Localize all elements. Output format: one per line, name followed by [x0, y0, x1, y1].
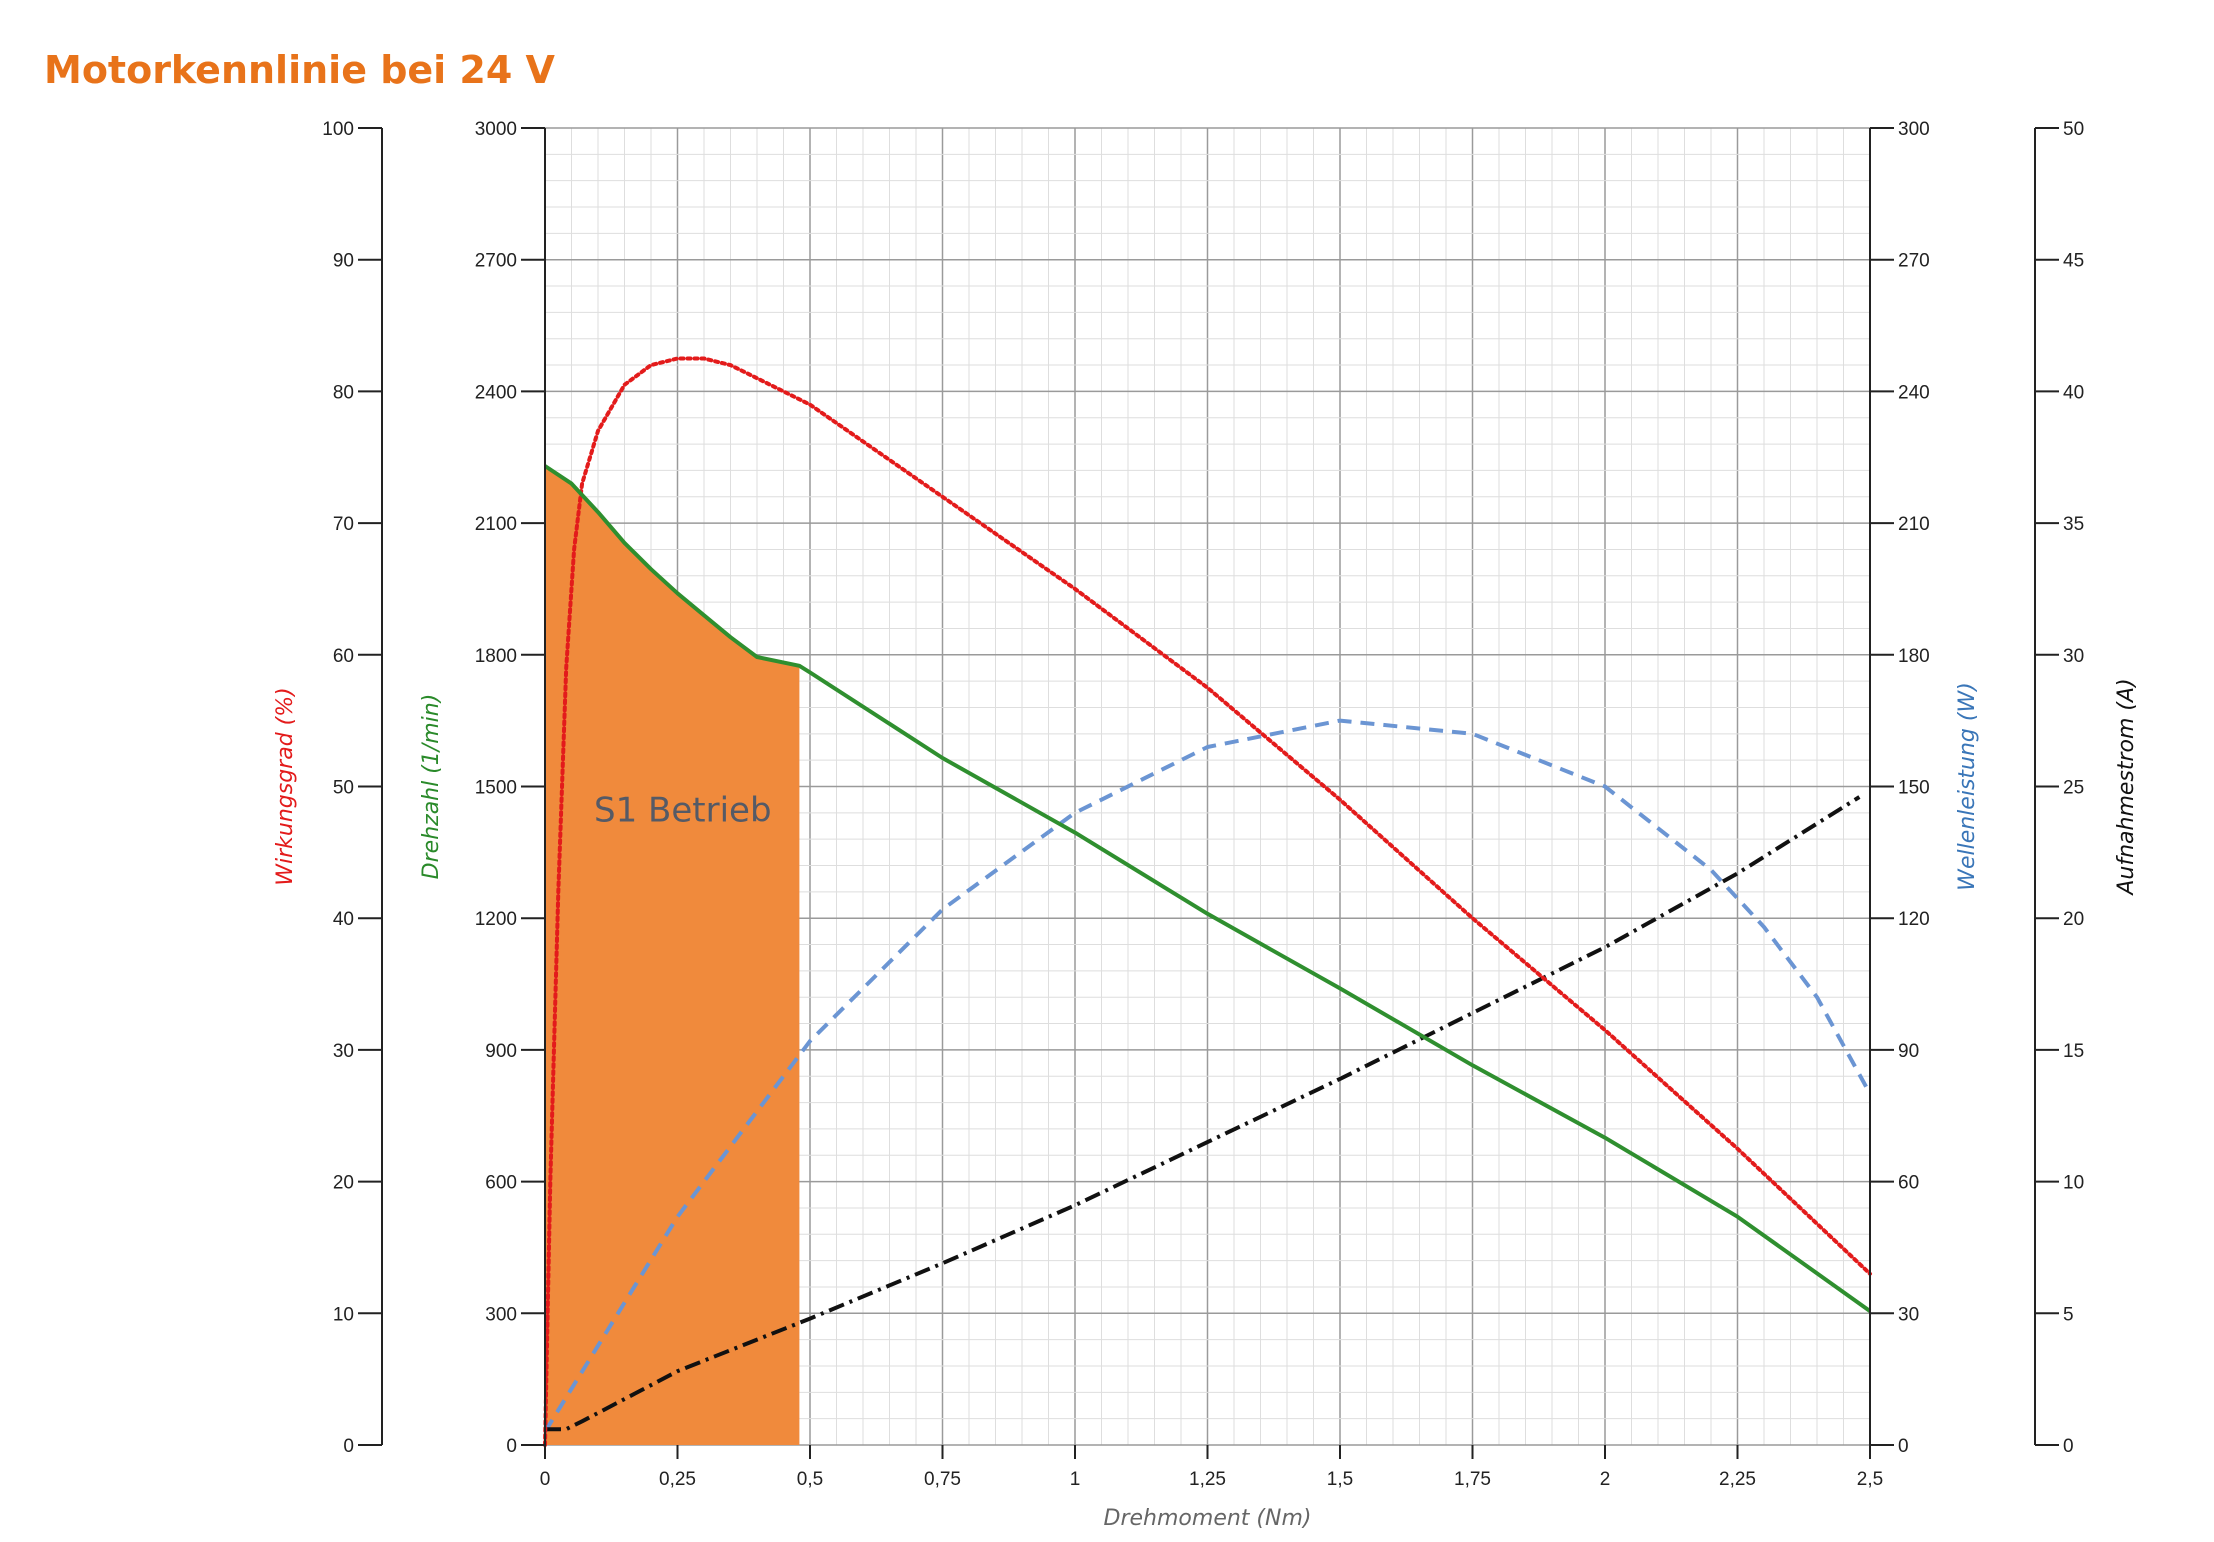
current-tick-label: 10 [2063, 1173, 2084, 1194]
power-tick-label: 150 [1898, 778, 1930, 799]
current-axis-title: Aufnahmestrom (A) [2114, 678, 2139, 896]
rpm-tick-label: 2700 [475, 251, 517, 272]
x-tick-label: 2,5 [1857, 1469, 1883, 1490]
series-aufnahmestrom-line [545, 795, 1861, 1432]
power-tick-label: 270 [1898, 251, 1930, 272]
rpm-tick-label: 3000 [475, 119, 517, 140]
x-tick-label: 2 [1600, 1469, 1611, 1490]
current-tick-label: 0 [2063, 1436, 2074, 1457]
series-drehzahl-line [543, 464, 1872, 1313]
eff-tick-label: 0 [343, 1436, 354, 1457]
rpm-tick-label: 1500 [475, 778, 517, 799]
current-tick-label: 50 [2063, 119, 2084, 140]
x-tick-label: 1,5 [1327, 1469, 1353, 1490]
s1-operation-label: S1 Betrieb [594, 791, 772, 831]
x-tick-label: 2,25 [1719, 1469, 1756, 1490]
power-axis-title: Wellenleistung (W) [1955, 682, 1980, 891]
rpm-tick-label: 900 [485, 1041, 517, 1062]
current-tick-label: 45 [2063, 251, 2084, 272]
eff-tick-label: 80 [333, 382, 354, 403]
rpm-tick-label: 1800 [475, 646, 517, 667]
series-wellenleistung-line [543, 718, 1872, 1433]
power-tick-label: 0 [1898, 1436, 1909, 1457]
x-tick-label: 0 [540, 1469, 551, 1490]
axes [358, 127, 2059, 1459]
eff-tick-label: 90 [333, 251, 354, 272]
eff-tick-label: 20 [333, 1173, 354, 1194]
power-tick-label: 30 [1898, 1304, 1919, 1325]
power-tick-label: 210 [1898, 514, 1930, 535]
power-tick-label: 300 [1898, 119, 1930, 140]
rpm-tick-label: 300 [485, 1304, 517, 1325]
power-tick-label: 90 [1898, 1041, 1919, 1062]
current-tick-label: 5 [2063, 1304, 2074, 1325]
eff-axis-title: Wirkungsgrad (%) [273, 687, 298, 885]
x-tick-label: 0,75 [924, 1469, 961, 1490]
eff-tick-label: 60 [333, 646, 354, 667]
x-tick-label: 1,25 [1189, 1469, 1226, 1490]
s1-operation-area [545, 466, 800, 1445]
power-tick-label: 60 [1898, 1173, 1919, 1194]
current-tick-label: 30 [2063, 646, 2084, 667]
rpm-tick-label: 600 [485, 1173, 517, 1194]
rpm-tick-label: 2400 [475, 382, 517, 403]
x-axis-title: Drehmoment (Nm) [1104, 1506, 1312, 1531]
rpm-tick-label: 0 [506, 1436, 517, 1457]
series-lines [543, 356, 1872, 1447]
eff-tick-label: 30 [333, 1041, 354, 1062]
rpm-axis-title: Drehzahl (1/min) [419, 694, 444, 880]
chart-title: Motorkennlinie bei 24 V [44, 48, 555, 92]
eff-tick-label: 50 [333, 778, 354, 799]
power-tick-label: 240 [1898, 382, 1930, 403]
s1-area: S1 Betrieb [545, 466, 800, 1445]
current-tick-label: 35 [2063, 514, 2084, 535]
eff-tick-label: 40 [333, 909, 354, 930]
eff-tick-label: 10 [333, 1304, 354, 1325]
series-wirkungsgrad-line [543, 356, 1872, 1447]
rpm-tick-label: 1200 [475, 909, 517, 930]
x-tick-label: 1 [1070, 1469, 1081, 1490]
power-tick-label: 120 [1898, 909, 1930, 930]
current-tick-label: 20 [2063, 909, 2084, 930]
current-tick-label: 15 [2063, 1041, 2084, 1062]
eff-tick-label: 100 [322, 119, 354, 140]
x-tick-label: 0,5 [797, 1469, 823, 1490]
x-tick-label: 0,25 [659, 1469, 696, 1490]
power-tick-label: 180 [1898, 646, 1930, 667]
rpm-tick-label: 2100 [475, 514, 517, 535]
eff-tick-label: 70 [333, 514, 354, 535]
current-tick-label: 40 [2063, 382, 2084, 403]
current-tick-label: 25 [2063, 778, 2084, 799]
x-tick-label: 1,75 [1454, 1469, 1491, 1490]
